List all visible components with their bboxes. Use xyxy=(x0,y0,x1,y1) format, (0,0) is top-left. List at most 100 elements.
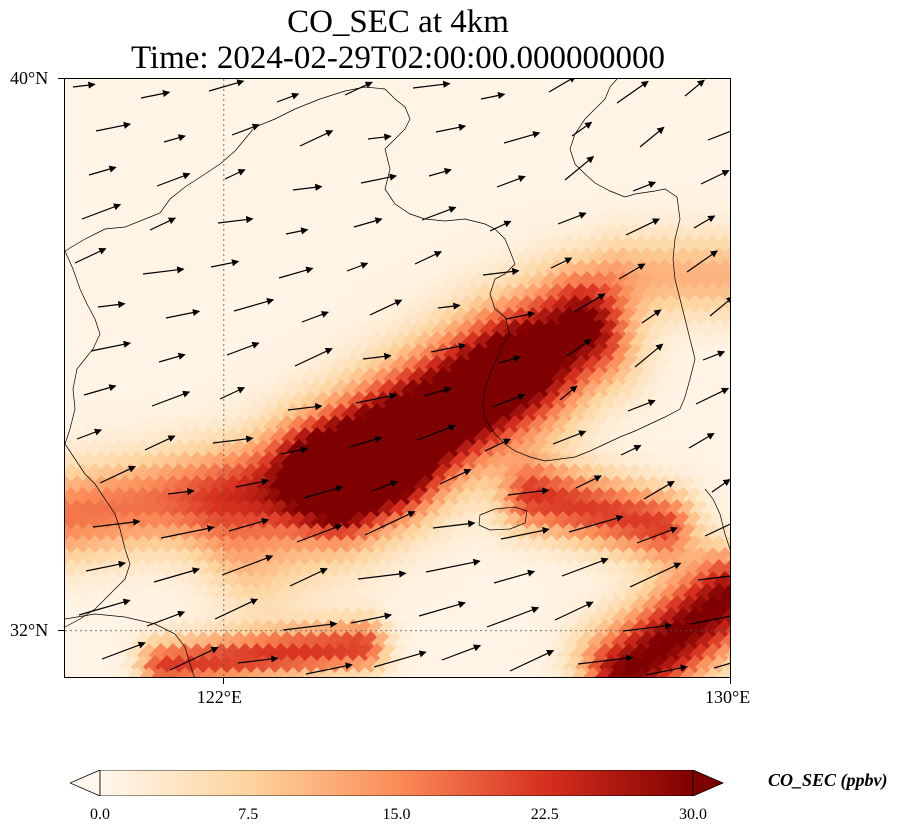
wind-vector xyxy=(423,386,452,397)
wind-vector xyxy=(711,478,730,493)
wind-vector xyxy=(233,298,275,312)
wind-vector xyxy=(208,79,245,92)
wind-vector xyxy=(92,518,141,528)
wind-vector xyxy=(557,212,587,225)
wind-vector xyxy=(509,650,555,672)
wind-vectors xyxy=(72,79,730,676)
wind-vector xyxy=(99,465,136,484)
wind-vector xyxy=(224,169,246,180)
wind-vector xyxy=(441,644,482,661)
wind-vector xyxy=(278,266,314,279)
wind-vector xyxy=(416,424,457,441)
wind-vector xyxy=(432,520,476,529)
wind-vector xyxy=(627,399,656,412)
wind-vector xyxy=(634,343,664,368)
wind-vector xyxy=(348,435,383,448)
wind-vector xyxy=(217,216,254,224)
wind-vector xyxy=(369,299,403,316)
colorbar-label: CO_SEC (ppbv) xyxy=(768,770,888,790)
co-concentration-field xyxy=(65,79,730,677)
wind-vector xyxy=(622,622,673,632)
wind-vector xyxy=(414,251,442,265)
wind-vector xyxy=(548,79,577,93)
field-cell xyxy=(715,667,730,677)
wind-vector xyxy=(559,385,578,401)
colorbar-tick-label: 30.0 xyxy=(679,806,707,823)
wind-vector xyxy=(212,435,254,444)
wind-vector xyxy=(643,480,675,500)
wind-vector xyxy=(554,601,594,621)
wind-vector xyxy=(412,80,451,89)
wind-vector xyxy=(507,487,550,496)
wind-vector xyxy=(294,347,333,367)
wind-vector xyxy=(231,123,260,136)
colorbar-extend-max xyxy=(692,769,725,797)
lat-tick-label: 32°N xyxy=(10,619,49,640)
wind-vector xyxy=(564,155,595,181)
colorbar-tick-label: 22.5 xyxy=(530,806,559,823)
wind-vector xyxy=(81,203,122,220)
wind-vector xyxy=(282,620,338,631)
wind-vector xyxy=(425,558,481,573)
wind-vector xyxy=(353,217,383,228)
wind-vector xyxy=(364,511,416,536)
wind-vector xyxy=(140,89,171,99)
wind-vector xyxy=(632,181,657,192)
colorbar-gradient xyxy=(99,769,694,797)
colorbar-tick-label: 15.0 xyxy=(382,806,411,823)
wind-vector xyxy=(95,121,132,132)
wind-vector xyxy=(74,247,107,264)
wind-vector xyxy=(142,266,185,275)
wind-vector xyxy=(695,387,730,405)
wind-vector xyxy=(165,309,201,319)
wind-vector xyxy=(90,340,131,352)
wind-vector xyxy=(362,352,392,360)
lon-tick-mark xyxy=(222,678,224,684)
wind-vector xyxy=(575,475,602,489)
wind-vector xyxy=(163,134,186,143)
wind-vector xyxy=(484,438,511,452)
wind-vector xyxy=(85,560,126,572)
wind-vector xyxy=(620,444,642,456)
wind-vector xyxy=(78,598,131,616)
wind-vector xyxy=(561,557,609,577)
coastline-korea-east xyxy=(569,79,696,398)
wind-vector xyxy=(373,650,427,668)
wind-vector xyxy=(552,430,587,445)
gridlines xyxy=(65,79,730,677)
wind-vector xyxy=(276,92,300,103)
wind-vector xyxy=(301,311,329,323)
wind-vector xyxy=(697,575,730,581)
wind-vector xyxy=(235,478,270,488)
wind-vector xyxy=(210,259,240,268)
lat-tick-mark xyxy=(58,629,64,631)
wind-vector xyxy=(489,220,512,232)
wind-vector xyxy=(702,350,726,361)
colorbar-bar xyxy=(68,769,725,797)
wind-vector xyxy=(83,384,117,396)
wind-vector xyxy=(158,352,186,363)
co-field-map xyxy=(65,79,730,677)
lon-tick-label: 130°E xyxy=(705,687,751,707)
wind-vector xyxy=(221,554,274,576)
wind-vector xyxy=(686,250,718,273)
wind-vector xyxy=(237,655,279,664)
coastlines xyxy=(65,79,730,677)
wind-vector xyxy=(344,81,373,96)
field-cell xyxy=(727,674,730,677)
wind-vector xyxy=(167,488,195,496)
lon-tick-mark xyxy=(730,678,731,684)
wind-vector xyxy=(709,296,730,317)
wind-vector xyxy=(305,662,353,675)
wind-vector xyxy=(346,262,369,272)
wind-vector xyxy=(500,527,550,540)
japan-kyushu xyxy=(704,488,730,551)
wind-vector xyxy=(149,217,176,231)
wind-vector xyxy=(97,300,126,309)
map-title: CO_SEC at 4km xyxy=(287,4,509,40)
wind-vector xyxy=(289,567,328,587)
wind-vector xyxy=(700,169,730,185)
wind-vector xyxy=(287,403,323,411)
wind-vector xyxy=(550,257,573,269)
coastline-china-central xyxy=(65,443,131,628)
